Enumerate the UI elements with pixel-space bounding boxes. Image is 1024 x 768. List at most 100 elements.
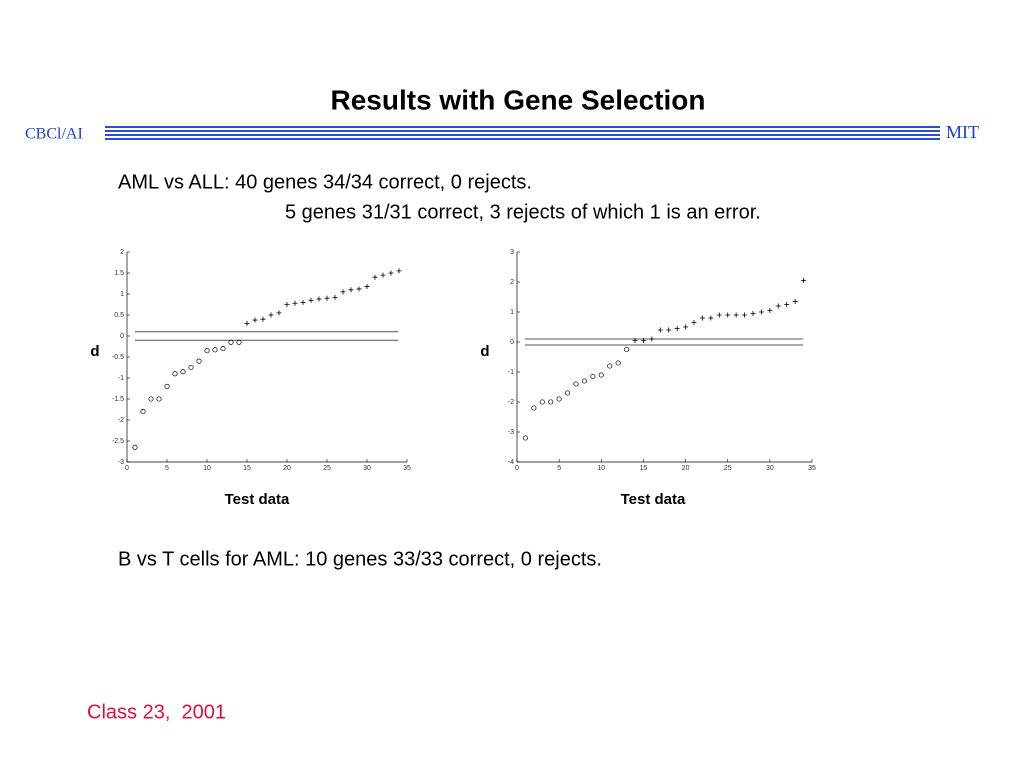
point	[581, 378, 587, 384]
x-tick-label: 5	[557, 465, 561, 472]
point	[784, 302, 790, 307]
y-tick-label: -0.5	[112, 354, 124, 361]
point	[556, 396, 562, 402]
point	[666, 327, 672, 333]
point	[276, 310, 282, 316]
point	[180, 369, 186, 375]
y-tick-label: 3	[510, 249, 514, 256]
point	[683, 324, 689, 330]
point	[640, 338, 646, 343]
x-tick-label: 0	[125, 465, 129, 472]
y-tick-label: -1.5	[112, 396, 124, 403]
point	[316, 296, 322, 302]
text-line: 5 genes 31/31 correct, 3 rejects of whic…	[285, 201, 761, 223]
point	[380, 272, 386, 278]
y-tick-label: 1	[510, 309, 514, 316]
header-rule	[105, 126, 940, 140]
point	[775, 303, 781, 309]
x-tick-label: 20	[682, 465, 690, 472]
point	[750, 311, 756, 316]
point	[340, 289, 346, 295]
slide-title: Results with Gene Selection	[331, 84, 706, 115]
point	[324, 295, 330, 301]
x-axis-label: Test data	[225, 491, 290, 508]
point	[708, 315, 714, 321]
y-tick-label: 1.5	[114, 270, 124, 277]
point	[292, 300, 298, 306]
point	[699, 315, 705, 321]
x-tick-label: 20	[283, 465, 291, 472]
point	[539, 399, 545, 405]
point	[156, 396, 162, 402]
x-tick-label: 5	[165, 465, 169, 472]
point	[548, 399, 554, 405]
point	[573, 381, 579, 387]
x-tick-label: 0	[515, 465, 519, 472]
point	[308, 297, 314, 303]
point	[742, 312, 748, 318]
point	[649, 336, 655, 342]
x-tick-label: 35	[403, 465, 411, 472]
point	[388, 270, 394, 276]
x-tick-label: 25	[724, 465, 732, 472]
point	[590, 373, 596, 380]
y-tick-label: 0.5	[114, 312, 124, 319]
point	[164, 383, 170, 389]
y-tick-label: 1	[120, 291, 124, 298]
footer: Class 23, 2001	[87, 701, 226, 723]
x-tick-label: 15	[243, 465, 251, 472]
point	[196, 358, 202, 364]
point	[332, 294, 338, 300]
x-tick-label: 10	[203, 465, 211, 472]
point	[244, 320, 250, 326]
org-right: MIT	[946, 122, 979, 142]
y-tick-label: -2.5	[112, 438, 124, 445]
point	[188, 364, 194, 371]
x-tick-label: 25	[323, 465, 331, 472]
x-tick-label: 10	[597, 465, 605, 472]
text-line: AML vs ALL: 40 genes 34/34 correct, 0 re…	[118, 171, 532, 193]
y-tick-label: -1	[118, 375, 124, 382]
y-axis-label: d	[90, 343, 99, 360]
y-tick-label: -3	[508, 429, 514, 436]
point	[228, 339, 234, 345]
point	[396, 268, 402, 274]
y-axis-label: d	[480, 343, 489, 360]
y-tick-label: -2	[118, 417, 124, 424]
point	[172, 371, 178, 377]
text-line: B vs T cells for AML: 10 genes 33/33 cor…	[118, 548, 602, 570]
point	[236, 339, 242, 345]
point	[140, 409, 146, 415]
x-axis-label: Test data	[621, 491, 686, 508]
org-left: CBCl/AI	[25, 126, 83, 143]
point	[148, 396, 154, 402]
point	[758, 309, 764, 315]
point	[284, 302, 290, 307]
point	[767, 308, 773, 313]
point	[132, 444, 138, 450]
point	[716, 312, 722, 318]
y-tick-label: -3	[118, 459, 124, 466]
point	[801, 278, 807, 283]
point	[607, 363, 613, 369]
point	[372, 274, 378, 280]
point	[598, 372, 604, 378]
point	[615, 360, 621, 366]
point	[624, 346, 630, 353]
point	[565, 390, 571, 396]
point	[300, 299, 306, 305]
y-tick-label: 2	[510, 279, 514, 286]
x-tick-label: 30	[766, 465, 774, 472]
point	[268, 312, 274, 318]
point	[674, 326, 680, 331]
point	[691, 320, 697, 325]
point	[252, 317, 258, 323]
point	[356, 286, 362, 292]
y-tick-label: 2	[120, 249, 124, 256]
point	[657, 327, 663, 333]
point	[531, 405, 537, 411]
y-tick-label: -1	[508, 369, 514, 376]
point	[632, 338, 638, 343]
point	[348, 287, 354, 293]
